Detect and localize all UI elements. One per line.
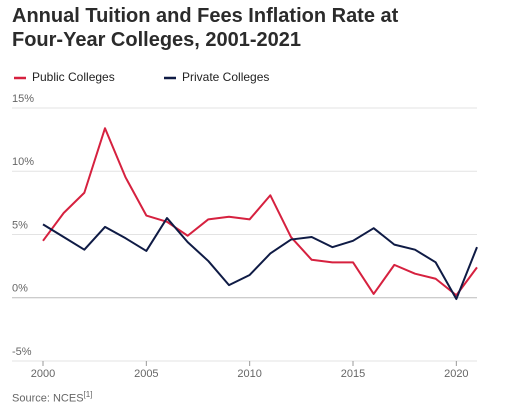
source-text: Source: NCES — [12, 392, 84, 405]
y-tick-label: -5% — [12, 346, 32, 358]
chart-title: Annual Tuition and Fees Inflation Rate a… — [12, 5, 399, 51]
x-tick-label: 2005 — [134, 368, 158, 380]
x-tick-label: 2000 — [31, 368, 55, 380]
y-tick-label: 0% — [12, 283, 28, 295]
y-tick-label: 10% — [12, 156, 34, 168]
x-tick-label: 2010 — [237, 368, 261, 380]
series-line — [42, 127, 478, 297]
x-tick-label: 2015 — [341, 368, 365, 380]
series-line — [42, 217, 478, 301]
y-tick-label: 5% — [12, 219, 28, 231]
legend-label: Private Colleges — [182, 70, 269, 84]
legend-label: Public Colleges — [32, 70, 115, 84]
x-tick-label: 2020 — [444, 368, 468, 380]
source: Source: NCES[1] — [12, 390, 92, 405]
source-ref: [1] — [83, 390, 93, 399]
y-tick-label: 15% — [12, 93, 34, 105]
